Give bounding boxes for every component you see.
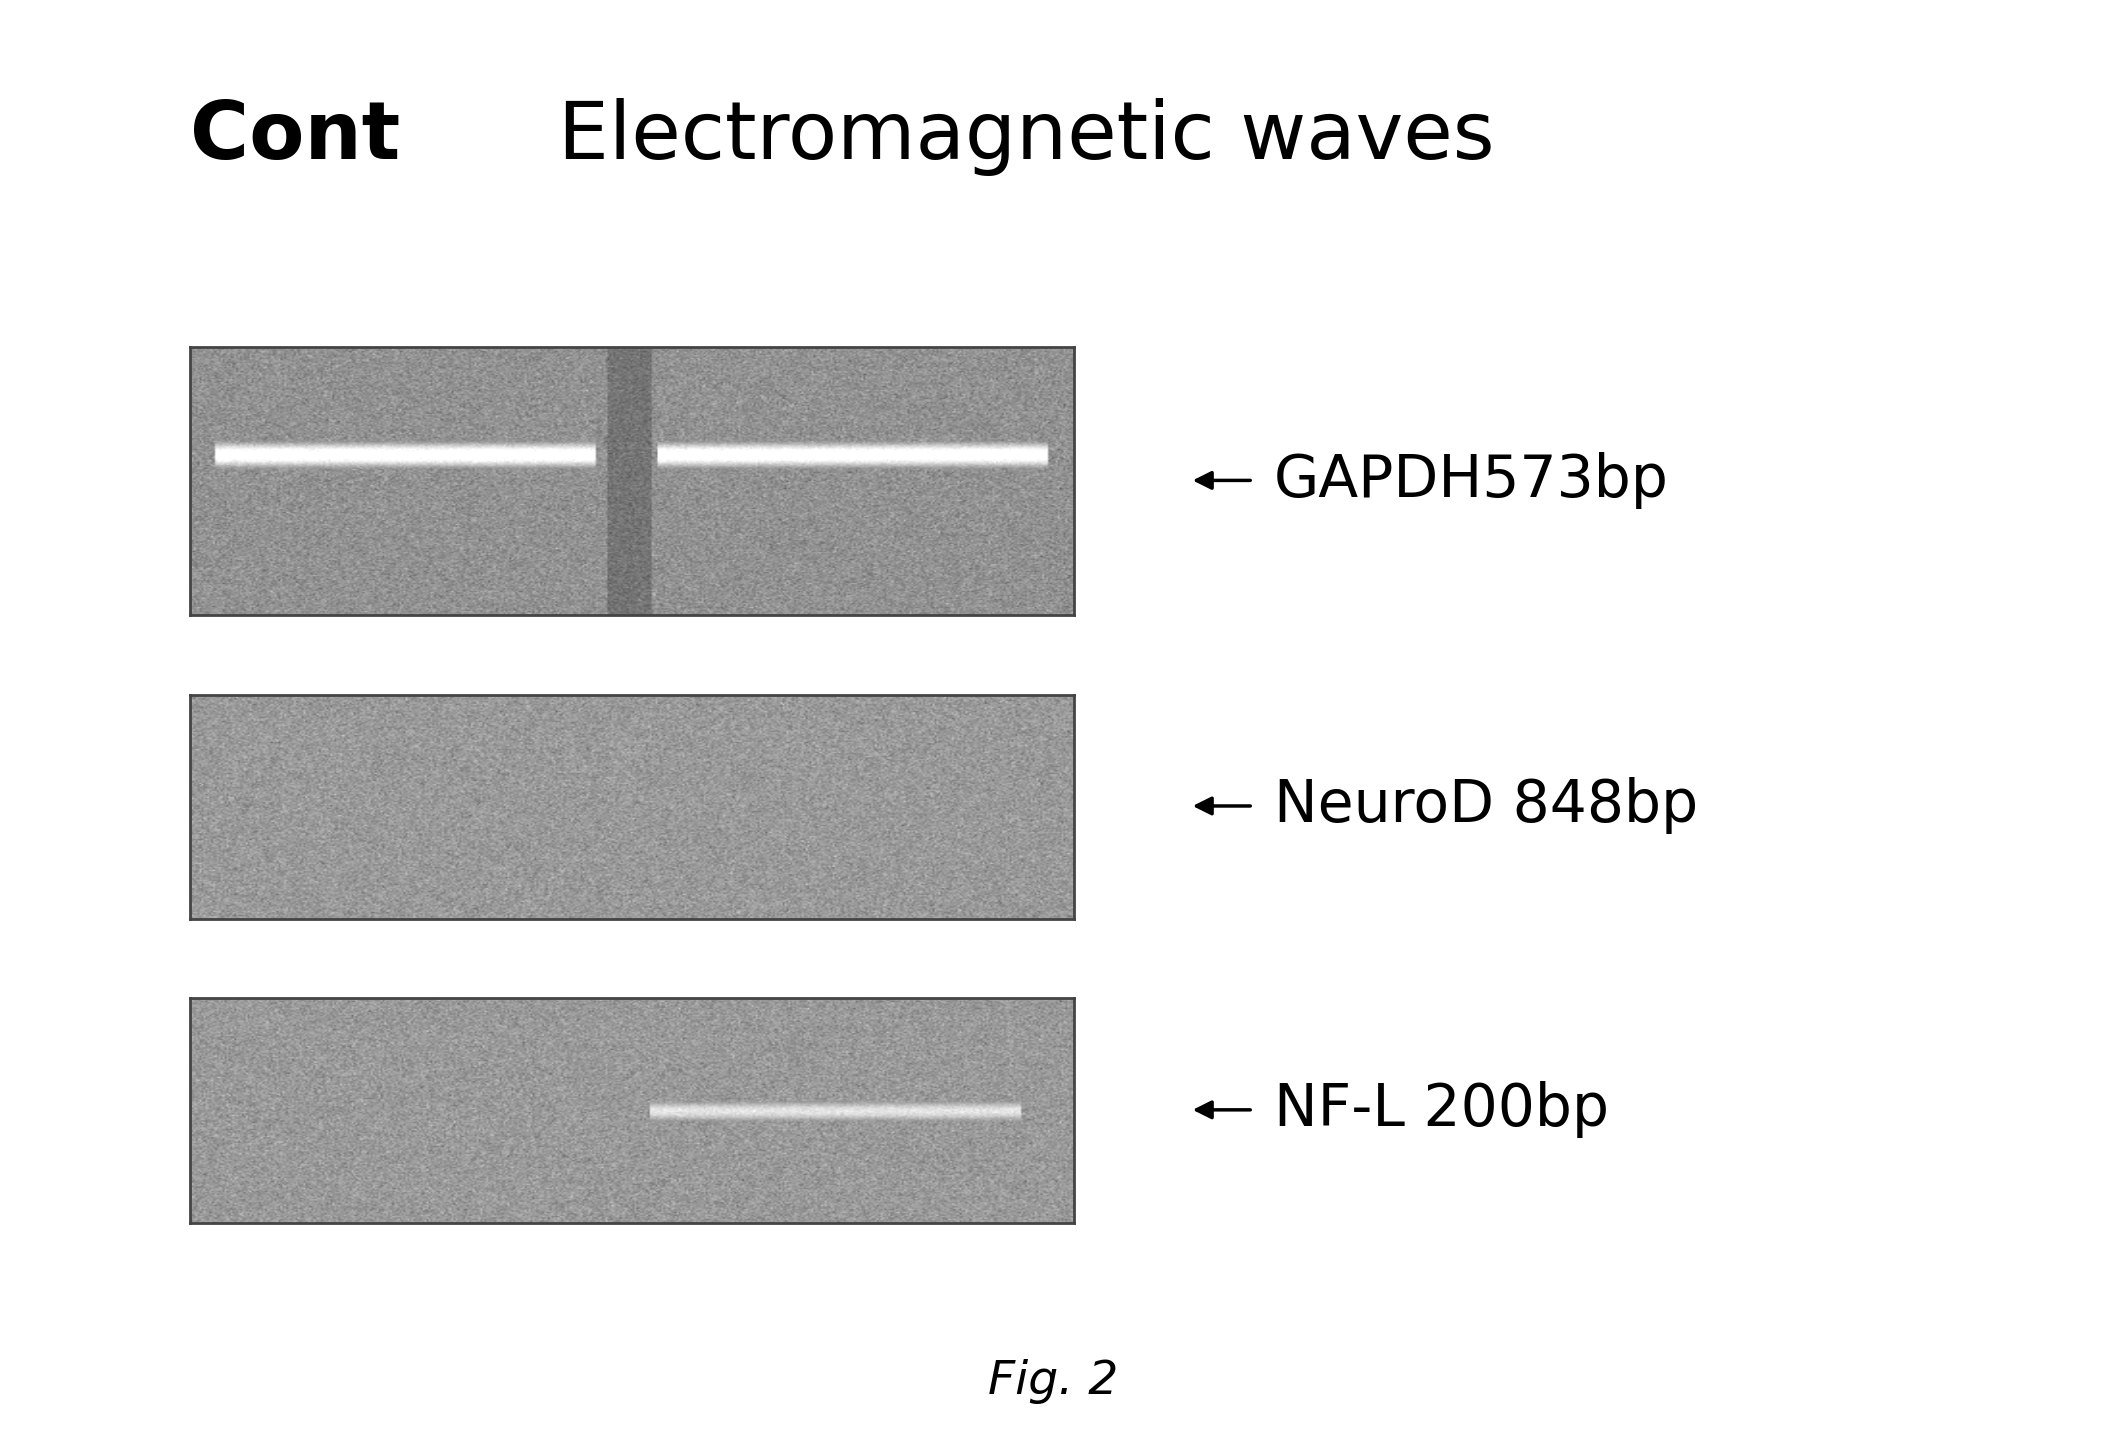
Text: NF-L 200bp: NF-L 200bp — [1274, 1081, 1609, 1139]
Text: Electromagnetic waves: Electromagnetic waves — [558, 98, 1495, 177]
Text: Cont: Cont — [190, 98, 400, 177]
Text: Fig. 2: Fig. 2 — [988, 1359, 1118, 1405]
Text: GAPDH573bp: GAPDH573bp — [1274, 451, 1670, 509]
Text: NeuroD 848bp: NeuroD 848bp — [1274, 777, 1697, 835]
